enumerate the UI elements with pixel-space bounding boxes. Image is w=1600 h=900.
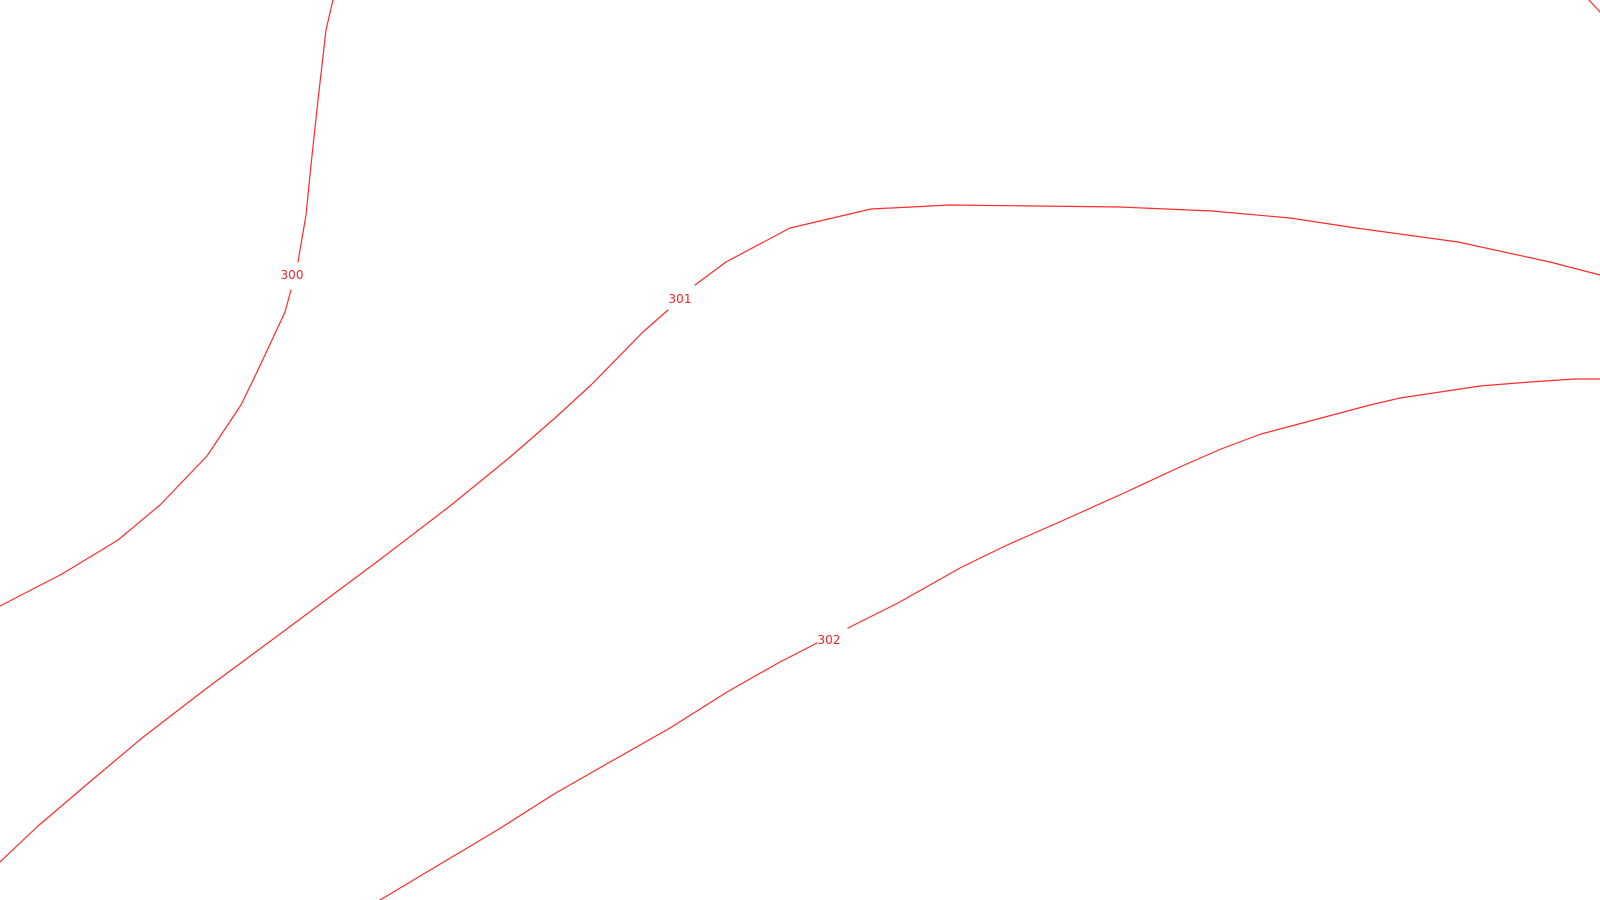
contour-line-fragment	[1588, 0, 1600, 13]
contour-line-302	[379, 378, 1600, 900]
contour-label-300: 300	[281, 268, 304, 282]
contour-line-301	[0, 204, 1600, 863]
contour-label-301: 301	[669, 292, 692, 306]
contour-line-300	[0, 0, 334, 607]
contour-label-302: 302	[818, 633, 841, 647]
